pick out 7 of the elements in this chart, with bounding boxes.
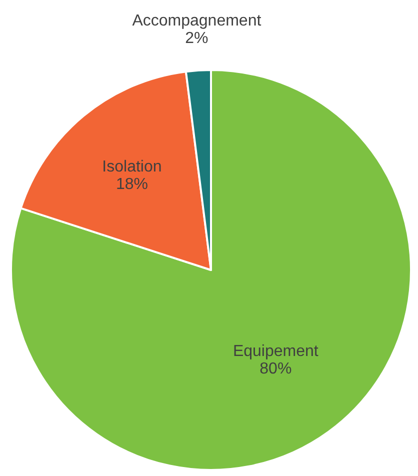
pie-slice: [10, 69, 412, 471]
slice-label: Isolation: [102, 158, 162, 176]
data-label: 18%: [116, 176, 148, 193]
data-label: 80%: [260, 360, 292, 378]
data-label: 2%: [185, 30, 208, 47]
slice-label: Equipement: [232, 342, 319, 360]
slice-label: Accompagnement: [132, 12, 262, 30]
